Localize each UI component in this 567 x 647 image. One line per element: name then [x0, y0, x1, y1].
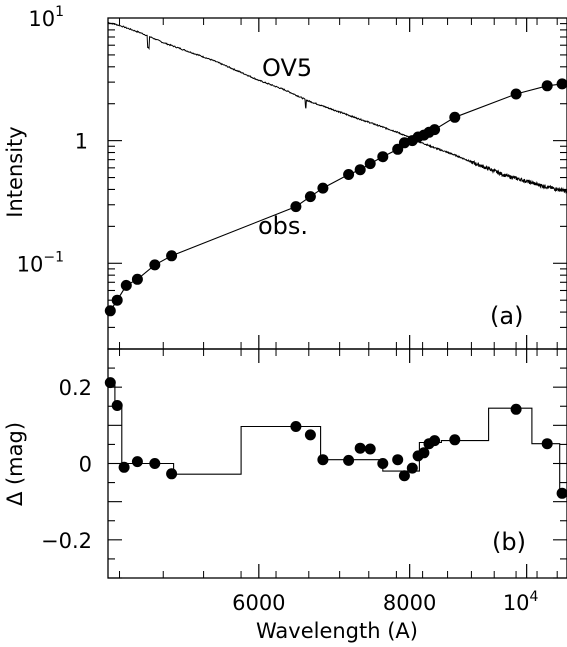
obs-point: [354, 164, 366, 176]
y-tick-label-b: −0.2: [41, 529, 92, 553]
y-tick-label-a: 101: [28, 4, 64, 31]
delta-point: [406, 462, 418, 474]
delta-point: [354, 442, 366, 454]
delta-point: [510, 403, 522, 415]
delta-point: [118, 461, 130, 473]
obs-point: [304, 191, 316, 203]
delta-point: [343, 454, 355, 466]
delta-point: [377, 458, 389, 469]
obs-point: [429, 124, 441, 136]
obs-point: [290, 201, 302, 213]
obs-point: [120, 279, 132, 291]
delta-point: [398, 470, 410, 482]
delta-point: [429, 435, 441, 447]
panel-a-frame: [107, 17, 567, 350]
panel-b-frame: [107, 348, 567, 579]
obs-point: [149, 259, 161, 271]
y-tick-label-a: 10−1: [17, 249, 64, 276]
delta-point: [317, 454, 329, 466]
panel-a-label: (a): [490, 302, 523, 330]
y-axis-label-a: Intensity: [3, 126, 27, 217]
delta-point: [304, 429, 316, 441]
obs-point: [556, 78, 567, 90]
obs-point: [131, 273, 143, 285]
y-tick-label-a: 1: [75, 130, 88, 154]
delta-point: [111, 400, 123, 411]
y-tick-label-b: 0: [79, 453, 92, 477]
obs-point: [377, 151, 389, 163]
delta-point: [104, 377, 116, 389]
obs-point: [449, 111, 461, 123]
delta-point: [149, 458, 161, 469]
x-tick-label: 8000: [383, 591, 436, 615]
obs-point: [111, 294, 123, 306]
x-tick-label: 6000: [232, 591, 285, 615]
delta-point: [290, 421, 302, 432]
ov5-spectrum-line: [108, 22, 567, 195]
y-tick-label-b: 0.2: [59, 376, 92, 400]
ov5-label: OV5: [262, 54, 312, 82]
obs-point: [166, 250, 178, 262]
y-axis-label-b: Δ (mag): [3, 422, 27, 506]
panel-b: 0.2 0 −0.2 6000 8000 104 (b) Δ (mag) Wavelen…: [3, 348, 567, 643]
delta-point: [131, 456, 143, 468]
obs-point: [541, 80, 553, 92]
delta-point: [166, 468, 178, 480]
obs-series-line: [109, 83, 563, 312]
obs-point: [343, 169, 355, 180]
obs-point: [104, 305, 116, 317]
delta-point: [392, 454, 404, 466]
obs-label: obs.: [258, 212, 308, 240]
delta-step-line: [108, 382, 567, 495]
delta-point: [364, 443, 376, 455]
x-tick-label: 104: [503, 589, 539, 615]
delta-point: [418, 447, 430, 459]
delta-point: [541, 438, 553, 450]
delta-point: [449, 434, 461, 446]
panel-a: 10−1 1 101 OV5 obs. (a) Intensity: [3, 4, 567, 350]
panel-b-label: (b): [492, 528, 526, 556]
delta-point: [556, 487, 567, 499]
obs-point: [317, 182, 329, 194]
obs-point: [510, 88, 522, 100]
obs-point: [364, 158, 376, 170]
x-axis-label: Wavelength (A): [256, 619, 418, 643]
